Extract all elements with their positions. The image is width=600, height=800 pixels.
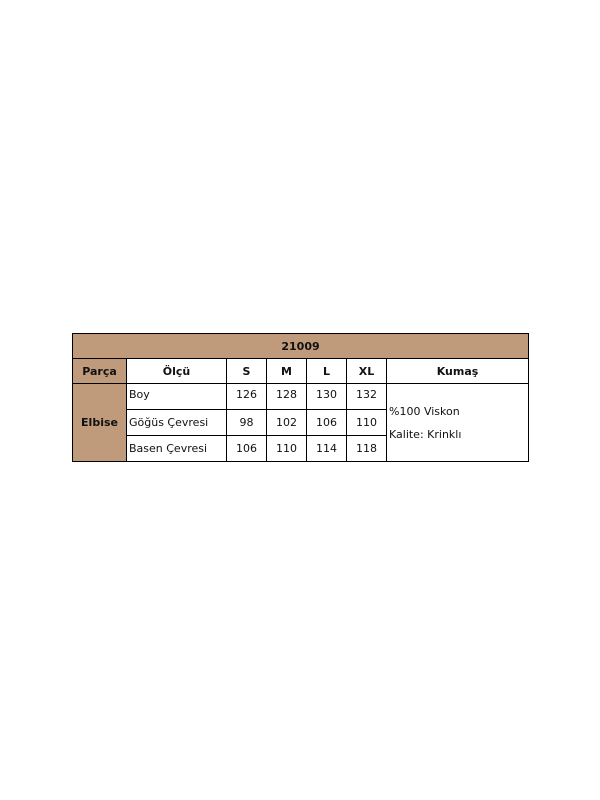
- fabric-composition: %100 Viskon: [389, 404, 460, 418]
- cell: 106: [306, 409, 347, 436]
- cell: 106: [226, 435, 267, 462]
- cell: 128: [266, 383, 307, 410]
- cell: 110: [346, 409, 387, 436]
- header-l: L: [306, 358, 347, 384]
- cell: 126: [226, 383, 267, 410]
- header-fabric: Kumaş: [386, 358, 529, 384]
- cell: 132: [346, 383, 387, 410]
- row-label: Göğüs Çevresi: [126, 409, 227, 436]
- cell: 102: [266, 409, 307, 436]
- cell: 118: [346, 435, 387, 462]
- header-m: M: [266, 358, 307, 384]
- cell: 110: [266, 435, 307, 462]
- cell: 130: [306, 383, 347, 410]
- table-title: 21009: [72, 333, 529, 359]
- header-xl: XL: [346, 358, 387, 384]
- part-cell: Elbise: [72, 383, 127, 462]
- row-label: Boy: [126, 383, 227, 410]
- header-part: Parça: [72, 358, 127, 384]
- fabric-cell: %100 Viskon Kalite: Krinklı: [386, 383, 529, 462]
- row-label: Basen Çevresi: [126, 435, 227, 462]
- fabric-quality: Kalite: Krinklı: [389, 427, 462, 441]
- cell: 98: [226, 409, 267, 436]
- cell: 114: [306, 435, 347, 462]
- header-s: S: [226, 358, 267, 384]
- header-measure: Ölçü: [126, 358, 227, 384]
